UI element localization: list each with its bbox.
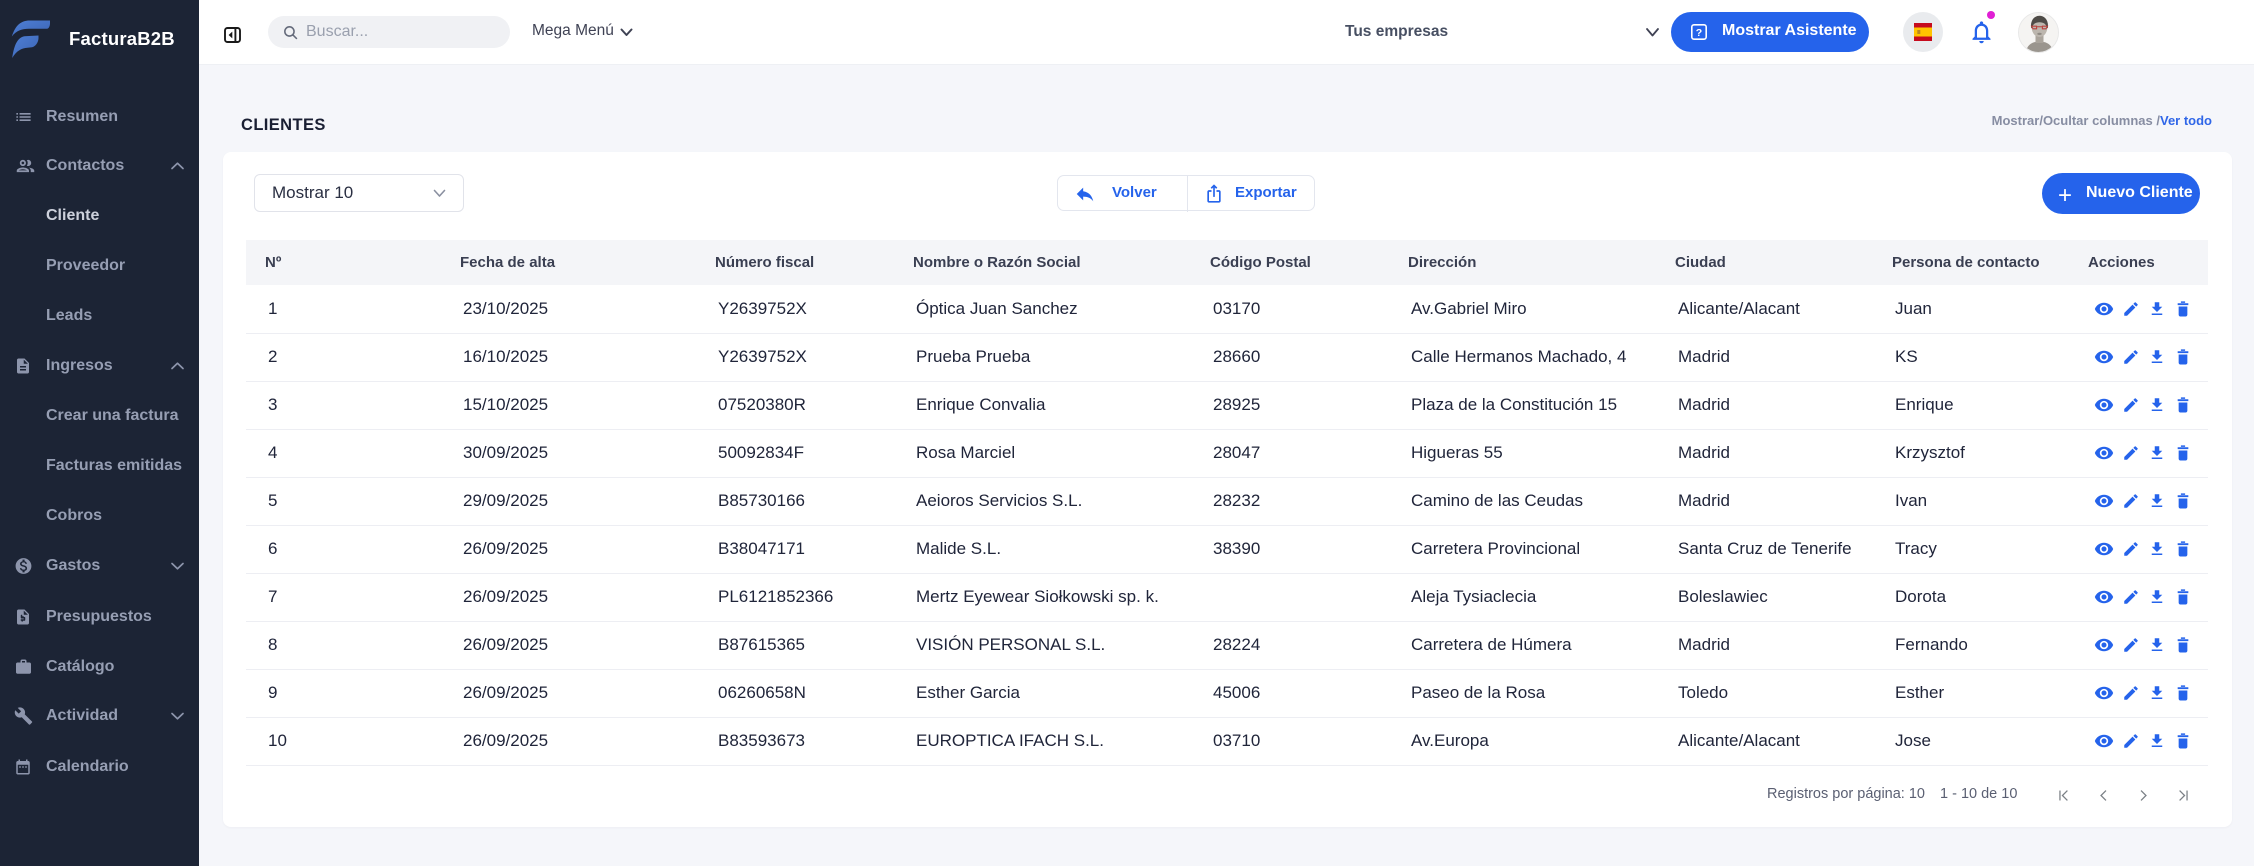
svg-text:?: ? [1696,27,1702,39]
